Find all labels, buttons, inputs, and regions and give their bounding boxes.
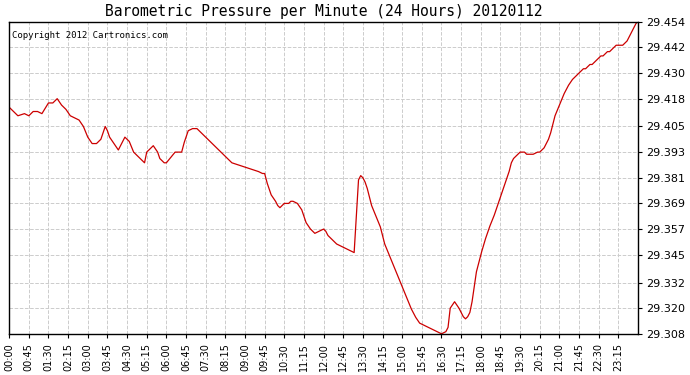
Title: Barometric Pressure per Minute (24 Hours) 20120112: Barometric Pressure per Minute (24 Hours… xyxy=(105,4,542,19)
Text: Copyright 2012 Cartronics.com: Copyright 2012 Cartronics.com xyxy=(12,31,168,40)
